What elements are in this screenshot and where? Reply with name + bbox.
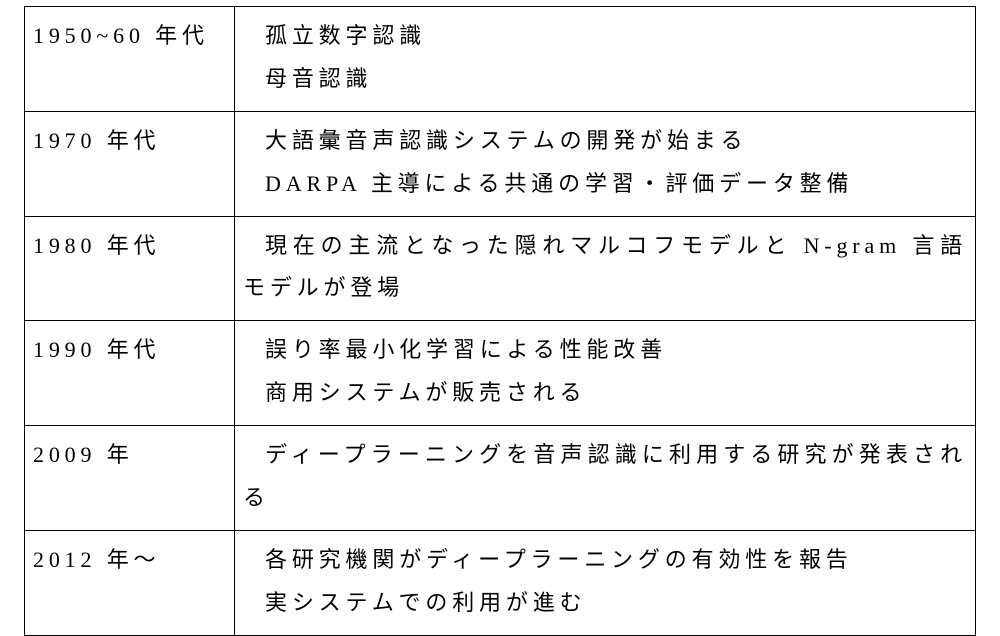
table-row: 1980 年代 現在の主流となった隠れマルコフモデルと N-gram 言語モデル… <box>25 216 976 321</box>
desc-line: 現在の主流となった隠れマルコフモデルと N-gram 言語モデルが登場 <box>243 225 967 311</box>
desc-cell: 各研究機関がディープラーニングの有効性を報告 実システムでの利用が進む <box>235 530 976 635</box>
desc-line: 孤立数字認識 <box>243 15 967 58</box>
desc-cell: 誤り率最小化学習による性能改善 商用システムが販売される <box>235 321 976 426</box>
desc-line: 大語彙音声認識システムの開発が始まる <box>243 120 967 163</box>
desc-line: 母音認識 <box>243 58 967 101</box>
desc-line: 実システムでの利用が進む <box>243 582 967 625</box>
table-row: 2009 年 ディープラーニングを音声認識に利用する研究が発表される <box>25 426 976 531</box>
desc-line: DARPA 主導による共通の学習・評価データ整備 <box>243 163 967 206</box>
table-row: 2012 年～ 各研究機関がディープラーニングの有効性を報告 実システムでの利用… <box>25 530 976 635</box>
desc-line: ディープラーニングを音声認識に利用する研究が発表される <box>243 434 967 520</box>
table-row: 1990 年代 誤り率最小化学習による性能改善 商用システムが販売される <box>25 321 976 426</box>
desc-cell: 孤立数字認識 母音認識 <box>235 7 976 112</box>
desc-line: 誤り率最小化学習による性能改善 <box>243 329 967 372</box>
desc-cell: ディープラーニングを音声認識に利用する研究が発表される <box>235 426 976 531</box>
era-cell: 1950~60 年代 <box>25 7 235 112</box>
era-cell: 1970 年代 <box>25 111 235 216</box>
table-row: 1970 年代 大語彙音声認識システムの開発が始まる DARPA 主導による共通… <box>25 111 976 216</box>
table-row: 1950~60 年代 孤立数字認識 母音認識 <box>25 7 976 112</box>
desc-cell: 現在の主流となった隠れマルコフモデルと N-gram 言語モデルが登場 <box>235 216 976 321</box>
desc-cell: 大語彙音声認識システムの開発が始まる DARPA 主導による共通の学習・評価デー… <box>235 111 976 216</box>
desc-line: 商用システムが販売される <box>243 372 967 415</box>
page: 1950~60 年代 孤立数字認識 母音認識 1970 年代 大語彙音声認識シス… <box>0 0 1000 544</box>
era-cell: 2012 年～ <box>25 530 235 635</box>
desc-line: 各研究機関がディープラーニングの有効性を報告 <box>243 539 967 582</box>
history-table: 1950~60 年代 孤立数字認識 母音認識 1970 年代 大語彙音声認識シス… <box>24 6 976 636</box>
era-cell: 2009 年 <box>25 426 235 531</box>
era-cell: 1990 年代 <box>25 321 235 426</box>
era-cell: 1980 年代 <box>25 216 235 321</box>
